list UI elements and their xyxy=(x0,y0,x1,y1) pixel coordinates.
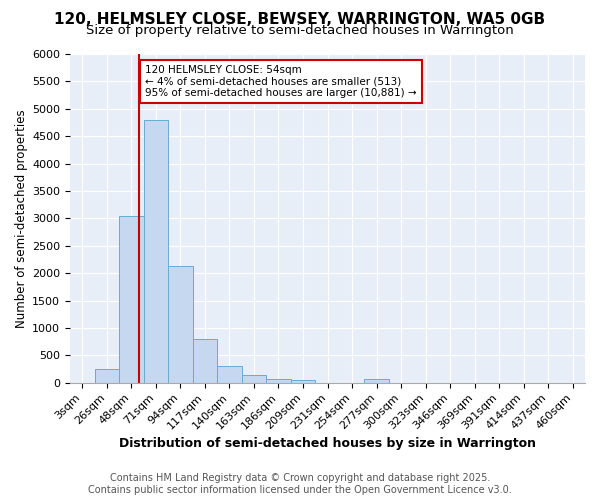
Bar xyxy=(193,339,217,382)
Y-axis label: Number of semi-detached properties: Number of semi-detached properties xyxy=(15,109,28,328)
Bar xyxy=(168,266,193,382)
Bar xyxy=(266,379,291,382)
Bar xyxy=(242,375,266,382)
Bar xyxy=(364,380,389,382)
Bar xyxy=(291,380,315,382)
Bar xyxy=(143,120,168,382)
Text: Size of property relative to semi-detached houses in Warrington: Size of property relative to semi-detach… xyxy=(86,24,514,37)
Text: 120, HELMSLEY CLOSE, BEWSEY, WARRINGTON, WA5 0GB: 120, HELMSLEY CLOSE, BEWSEY, WARRINGTON,… xyxy=(55,12,545,28)
Bar xyxy=(217,366,242,382)
X-axis label: Distribution of semi-detached houses by size in Warrington: Distribution of semi-detached houses by … xyxy=(119,437,536,450)
Text: Contains HM Land Registry data © Crown copyright and database right 2025.
Contai: Contains HM Land Registry data © Crown c… xyxy=(88,474,512,495)
Bar xyxy=(119,216,143,382)
Text: 120 HELMSLEY CLOSE: 54sqm
← 4% of semi-detached houses are smaller (513)
95% of : 120 HELMSLEY CLOSE: 54sqm ← 4% of semi-d… xyxy=(145,65,416,98)
Bar xyxy=(95,369,119,382)
